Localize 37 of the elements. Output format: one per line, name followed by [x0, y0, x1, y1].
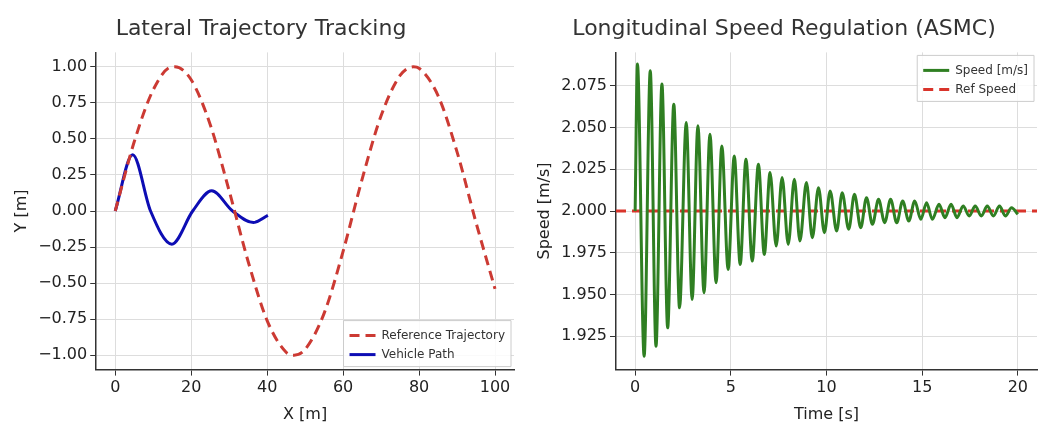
y-tick-label: 0.00 [51, 200, 88, 220]
y-tick-label: −0.75 [38, 308, 88, 328]
chart-title: Longitudinal Speed Regulation (ASMC) [572, 14, 996, 40]
y-tick-label: −0.25 [38, 236, 88, 256]
y-tick-label: 2.025 [561, 158, 607, 178]
x-tick-label: 60 [332, 377, 354, 397]
chart-title: Lateral Trajectory Tracking [115, 14, 407, 40]
y-axis-title: Speed [m/s] [533, 162, 553, 260]
y-tick-label: 1.950 [561, 283, 607, 303]
legend-label: Speed [m/s] [955, 62, 1028, 77]
y-tick-label: 1.925 [561, 325, 607, 345]
x-axis-title: Time [s] [792, 403, 860, 423]
y-axis-title: Y [m] [10, 189, 30, 234]
y-tick-label: 0.75 [51, 92, 88, 112]
x-tick-label: 10 [816, 377, 837, 397]
x-tick-label: 40 [256, 377, 278, 397]
x-tick-label: 20 [181, 377, 202, 397]
x-tick-label: 0 [630, 377, 641, 397]
x-tick-label: 0 [110, 377, 121, 397]
y-tick-label: −0.50 [38, 272, 88, 292]
x-tick-label: 5 [725, 377, 736, 397]
y-tick-label: 1.00 [51, 55, 88, 75]
y-tick-label: 2.075 [561, 74, 607, 94]
y-tick-label: 2.050 [561, 116, 607, 136]
legend-label: Vehicle Path [381, 346, 455, 361]
x-axis-title: X [m] [283, 403, 328, 423]
y-tick-label: 2.000 [561, 200, 607, 220]
x-tick-label: 100 [479, 377, 511, 397]
x-tick-label: 80 [408, 377, 430, 397]
y-tick-label: 0.50 [51, 128, 88, 148]
y-tick-label: 0.25 [51, 164, 88, 184]
y-tick-label: −1.00 [38, 344, 88, 364]
x-tick-label: 15 [912, 377, 933, 397]
legend-label: Ref Speed [955, 81, 1017, 96]
y-tick-label: 1.975 [561, 241, 607, 261]
x-tick-label: 20 [1007, 377, 1029, 397]
legend-label: Reference Trajectory [381, 327, 506, 342]
